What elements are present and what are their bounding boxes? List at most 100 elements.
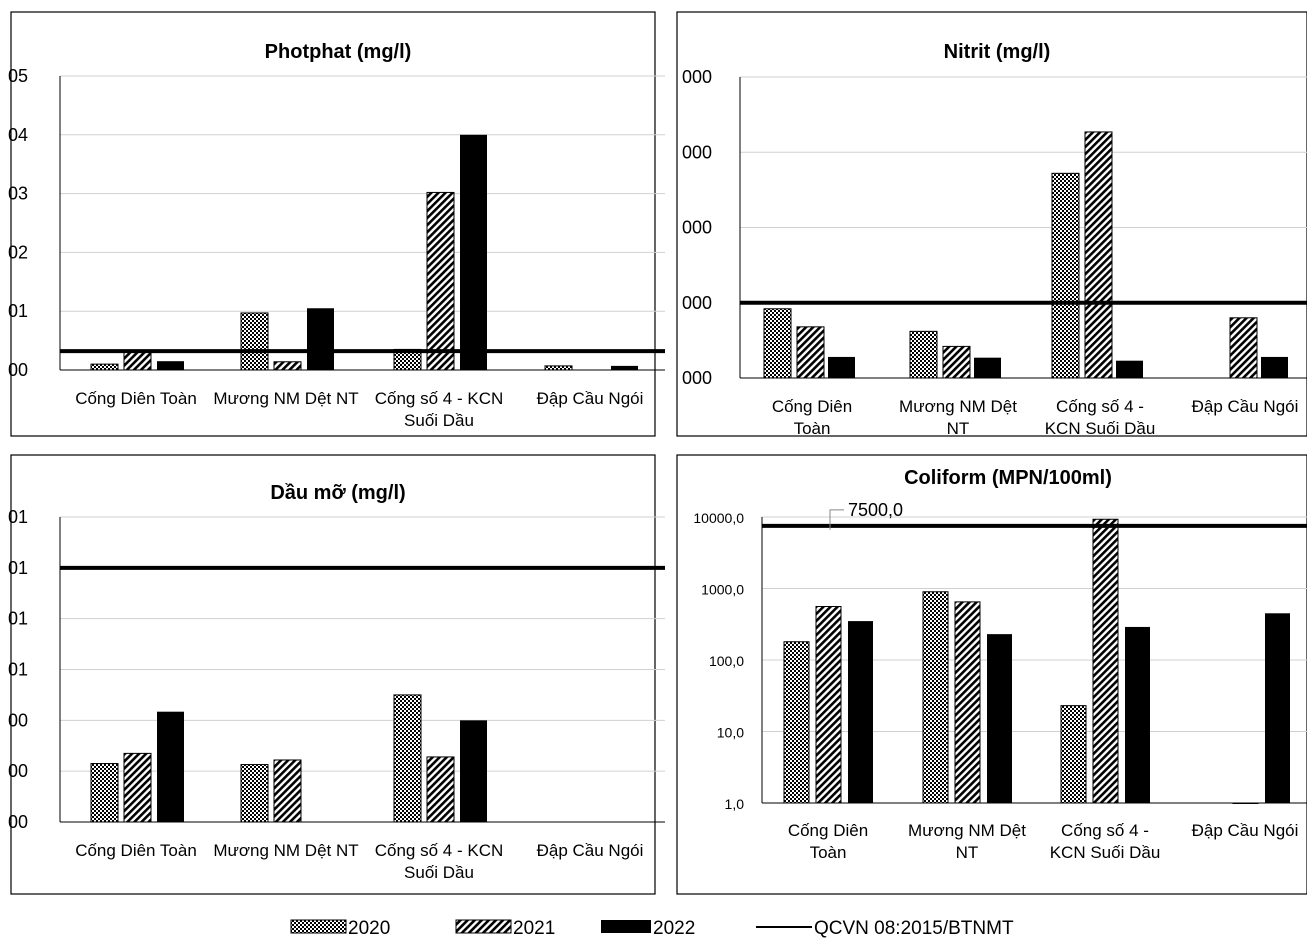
y-tick-label: 000 (682, 218, 712, 238)
bar (974, 357, 1001, 378)
chart-panel: 00 01 02 03 04 05 Photphat (mg/l) Cống Diên Toà… (8, 11, 665, 437)
chart-title: Dầu mỡ (mg/l) (270, 482, 405, 504)
y-tick-label: 02 (8, 242, 28, 262)
bar (273, 361, 302, 371)
bar (1232, 802, 1259, 804)
y-tick-label: 000 (682, 67, 712, 87)
bar (460, 720, 487, 822)
legend-label: QCVN 08:2015/BTNMT (814, 918, 1014, 939)
y-tick-label: 01 (8, 301, 28, 321)
x-tick-label: Đập Cầu Ngói (537, 389, 644, 408)
bar (1060, 705, 1087, 804)
bar (273, 759, 302, 823)
bar (1084, 131, 1113, 379)
bar (393, 694, 422, 823)
legend-item: 2022 (601, 918, 695, 939)
x-tick-label: Mương NM Dệt NT (908, 821, 1026, 862)
chart-title: Coliform (MPN/100ml) (904, 467, 1112, 489)
x-tick-label: Cống số 4 - KCN Suối Dầu (375, 389, 504, 430)
bar (240, 312, 269, 371)
bar (1261, 356, 1288, 378)
bar (763, 308, 792, 379)
bar (1116, 360, 1143, 378)
bar (123, 351, 152, 371)
bar (157, 711, 184, 822)
chart-frame (676, 454, 1307, 895)
bar (90, 763, 119, 823)
bar (783, 641, 810, 804)
y-tick-label: 04 (8, 125, 28, 145)
bar (909, 330, 938, 379)
bar (942, 345, 971, 379)
bar (426, 191, 455, 371)
bar (828, 356, 855, 378)
x-tick-label: Cống số 4 -KCN Suối Dầu (1050, 821, 1161, 862)
chart-title: Nitrit (mg/l) (944, 41, 1051, 63)
x-tick-label: Cống Diên Toàn (75, 841, 197, 860)
x-tick-label: Đập Cầu Ngói (1192, 821, 1299, 840)
legend-label: 2022 (653, 918, 695, 939)
y-tick-label: 000 (682, 142, 712, 162)
y-tick-label: 00 (8, 812, 28, 832)
y-tick-label: 10000,0 (693, 510, 744, 526)
bar (1051, 172, 1080, 379)
bar (544, 365, 573, 371)
y-tick-label: 00 (8, 360, 28, 380)
chart-frame (10, 11, 656, 437)
y-tick-label: 05 (8, 66, 28, 86)
bar (240, 764, 269, 823)
x-tick-label: Cống Diên Toàn (772, 397, 852, 438)
bar (922, 591, 949, 804)
x-tick-label: Mương NM Dệt NT (899, 397, 1017, 438)
bar (954, 601, 981, 804)
x-tick-label: Cống số 4 - KCN Suối Dầu (375, 841, 504, 882)
y-tick-label: 01 (8, 507, 28, 527)
x-tick-label: Cống Diên Toàn (788, 821, 868, 862)
y-tick-label: 01 (8, 609, 28, 629)
bar (123, 752, 152, 823)
y-tick-label: 1,0 (725, 796, 745, 812)
y-tick-label: 10,0 (717, 725, 744, 741)
chart-panel: 000 000 000 000 000 Nitrit (mg/l) Cống Diên Toà… (676, 11, 1307, 438)
legend-label: 2021 (513, 918, 555, 939)
y-tick-label: 000 (682, 293, 712, 313)
bar (1265, 613, 1290, 803)
chart-panel: 1,0 10,0 100,0 1000,0 10000,0 7500,0Coliform … (676, 454, 1307, 895)
chart-panel: 00 00 00 01 01 01 01 Dầu mỡ (mg/l) Cống Diên Toà… (8, 454, 665, 895)
bar (460, 134, 487, 370)
bar (307, 308, 334, 370)
bar (796, 326, 825, 379)
legend-swatch (601, 920, 651, 933)
x-tick-label: Đập Cầu Ngói (537, 841, 644, 860)
legend-item: 2021 (455, 918, 555, 939)
legend-item: 2020 (290, 918, 390, 939)
chart-frame (10, 454, 656, 895)
legend-swatch (290, 919, 347, 934)
legend: 2020 2021 2022 QCVN 08:2015/BTNMT (290, 918, 1014, 939)
legend-item: QCVN 08:2015/BTNMT (756, 918, 1014, 939)
y-tick-label: 1000,0 (701, 582, 744, 598)
bar (426, 756, 455, 823)
bar (815, 606, 842, 804)
bar (848, 621, 873, 803)
y-tick-label: 00 (8, 710, 28, 730)
chart-frame (676, 11, 1307, 437)
y-tick-label: 01 (8, 660, 28, 680)
y-tick-label: 100,0 (709, 653, 744, 669)
y-tick-label: 00 (8, 761, 28, 781)
y-tick-label: 01 (8, 558, 28, 578)
x-tick-label: Mương NM Dệt NT (213, 389, 358, 408)
bar (157, 361, 184, 370)
y-tick-label: 03 (8, 184, 28, 204)
bar (90, 363, 119, 371)
x-tick-label: Mương NM Dệt NT (213, 841, 358, 860)
chart-title: Photphat (mg/l) (265, 41, 412, 63)
bar (1125, 626, 1150, 803)
bar (1229, 317, 1258, 379)
annotation-label: 7500,0 (848, 500, 903, 520)
x-tick-label: Cống số 4 -KCN Suối Dầu (1045, 397, 1156, 438)
bar (987, 634, 1012, 803)
bar (611, 365, 638, 370)
legend-label: 2020 (348, 918, 390, 939)
